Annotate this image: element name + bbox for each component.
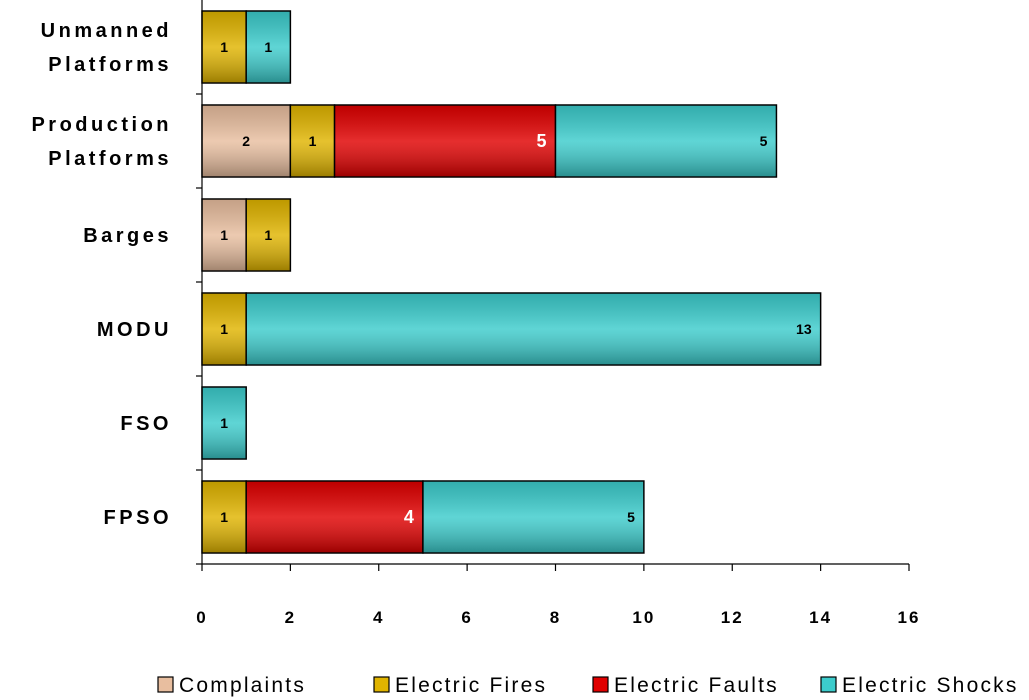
x-tick-label: 12 [721,608,744,627]
category-label: Platforms [48,148,172,170]
x-tick-label: 10 [632,608,655,627]
data-label: 5 [760,133,768,149]
category-label: Production [31,114,172,136]
bars-layer: 1 1 2 1 5 5 1 1 1 13 1 1 4 5 [201,10,822,554]
bar-segment-shading [423,481,644,553]
data-label: 2 [242,133,250,149]
x-tick-label: 14 [809,608,832,627]
bar-segment-shading [246,199,290,271]
bar-segment-shading [335,105,555,177]
data-label: 1 [220,321,228,337]
category-label: FSO [120,413,172,435]
data-label: 1 [220,227,228,243]
bar-segment-shading [202,293,246,365]
legend-label: Electric Fires [395,674,547,697]
bar-segment-shading [291,105,334,177]
legend-swatch [157,676,174,693]
bar-segment-shading [202,481,246,553]
category-label: Barges [83,225,172,247]
bar-segment-shading [246,11,290,83]
bar-segment-shading [556,105,776,177]
legend-swatch [592,676,609,693]
data-label: 5 [627,509,635,525]
legend-label: Complaints [179,674,306,697]
x-tick-label: 16 [898,608,921,627]
data-label: 5 [536,131,546,151]
x-tick-label: 4 [373,608,384,627]
x-tick-label: 6 [461,608,472,627]
data-label: 13 [796,321,812,337]
legend: Complaints Electric Fires Electric Faults E… [157,674,1019,697]
category-label: Platforms [48,54,172,76]
legend-swatch [820,676,837,693]
x-tick-label: 2 [285,608,296,627]
data-label: 1 [220,415,228,431]
legend-swatch [373,676,390,693]
bar-segment-shading [202,11,246,83]
data-label: 1 [264,39,272,55]
category-label: Unmanned [41,20,172,42]
legend-label: Electric Shocks [842,674,1019,697]
data-label: 1 [220,509,228,525]
legend-label: Electric Faults [614,674,779,697]
x-tick-label: 0 [196,608,207,627]
data-label: 1 [309,133,317,149]
bar-segment-shading [202,199,246,271]
category-label: FPSO [104,507,172,529]
bar-segment-shading [246,293,820,365]
axes-layer: Unmanned Platforms Production Platforms Barg… [31,0,921,627]
data-label: 4 [404,507,414,527]
bar-segment-shading [202,105,290,177]
bar-segment-shading [246,481,423,553]
data-label: 1 [220,39,228,55]
data-label: 1 [264,227,272,243]
bar-segment-shading [202,387,246,459]
category-label: MODU [97,319,172,341]
x-tick-label: 8 [550,608,561,627]
